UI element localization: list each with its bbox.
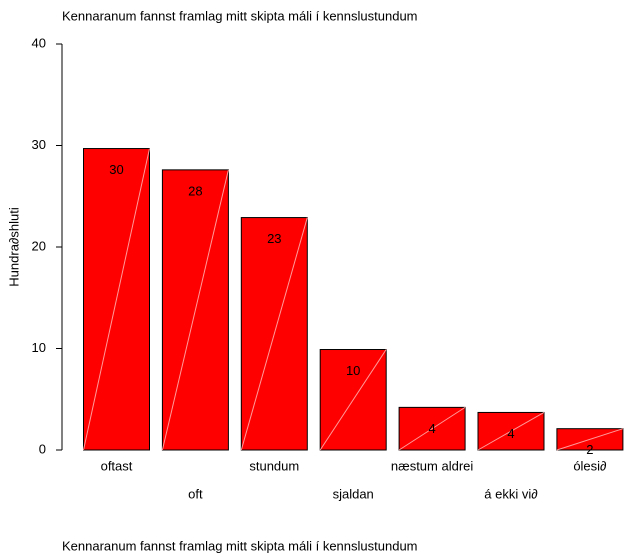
- footnote: Kennaranum fannst framlag mitt skipta má…: [62, 538, 418, 553]
- y-axis-label: Hundra∂shluti: [6, 207, 21, 287]
- bar-shade: [556, 428, 624, 451]
- y-tick-label: 20: [32, 238, 46, 253]
- value-label: 30: [109, 162, 123, 177]
- value-label: 2: [586, 442, 593, 457]
- chart-title: Kennaranum fannst framlag mitt skipta má…: [62, 8, 418, 23]
- bar-shade: [319, 349, 387, 451]
- y-tick-label: 0: [39, 441, 46, 456]
- value-label: 4: [507, 426, 514, 441]
- x-tick-label: á ekki vi∂: [484, 486, 537, 501]
- value-label: 10: [346, 363, 360, 378]
- value-label: 23: [267, 231, 281, 246]
- x-tick-label: stundum: [249, 458, 299, 473]
- y-tick-label: 30: [32, 137, 46, 152]
- bar-shade: [161, 169, 229, 451]
- x-tick-label: ólesi∂: [573, 458, 606, 473]
- x-tick-label: oft: [188, 486, 203, 501]
- bar-shade: [398, 406, 466, 451]
- bar-shade: [83, 148, 150, 451]
- x-tick-label: næstum aldrei: [391, 458, 473, 473]
- bar-shade: [477, 412, 545, 451]
- y-tick-label: 40: [32, 35, 46, 50]
- x-tick-label: oftast: [101, 458, 133, 473]
- x-tick-label: sjaldan: [333, 486, 374, 501]
- y-tick-label: 10: [32, 340, 46, 355]
- value-label: 4: [428, 421, 435, 436]
- bar-shade: [240, 217, 308, 451]
- value-label: 28: [188, 183, 202, 198]
